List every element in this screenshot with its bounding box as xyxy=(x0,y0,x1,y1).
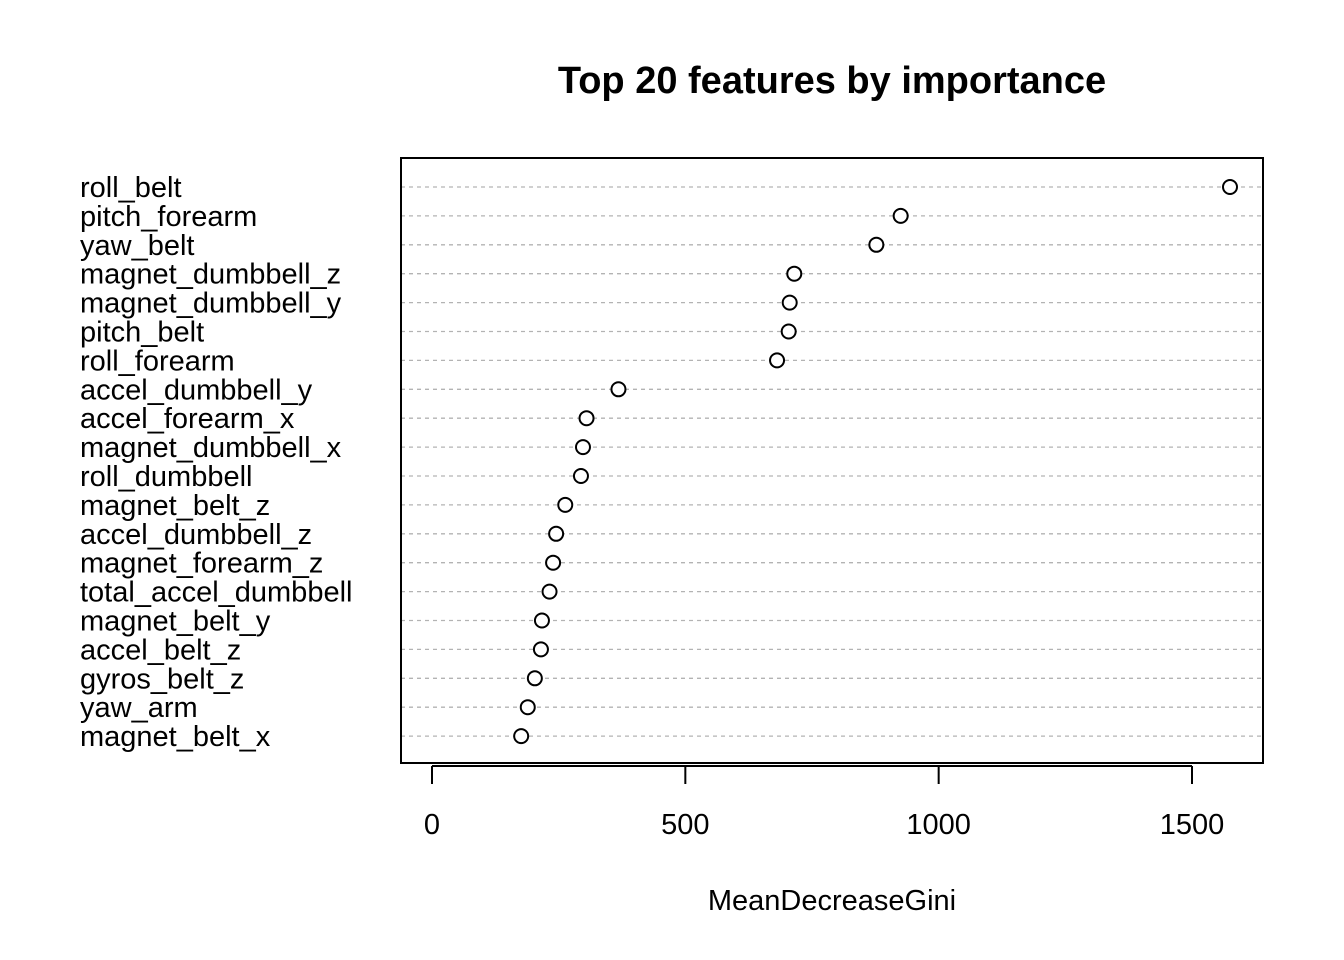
category-label: yaw_arm xyxy=(80,692,198,724)
data-point xyxy=(574,439,591,456)
category-label: accel_dumbbell_y xyxy=(80,374,313,406)
category-label: magnet_belt_x xyxy=(80,721,271,753)
data-point xyxy=(786,265,803,282)
category-label: accel_dumbbell_z xyxy=(80,519,312,551)
category-label: pitch_forearm xyxy=(80,201,257,233)
category-label: total_accel_dumbbell xyxy=(80,577,352,609)
category-label: accel_forearm_x xyxy=(80,403,295,435)
data-point xyxy=(781,294,798,311)
category-label: roll_belt xyxy=(80,172,182,204)
category-label: magnet_belt_z xyxy=(80,490,270,522)
category-label: magnet_dumbbell_z xyxy=(80,259,341,291)
gridlines xyxy=(401,186,1263,737)
data-point xyxy=(780,323,797,340)
category-labels: roll_beltpitch_forearmyaw_beltmagnet_dum… xyxy=(80,172,352,753)
data-point xyxy=(533,612,550,629)
data-point xyxy=(557,496,574,513)
x-axis: 0 500 1000 1500 xyxy=(424,765,1225,841)
data-point xyxy=(526,670,543,687)
x-tick-label: 500 xyxy=(661,809,709,841)
category-label: magnet_dumbbell_x xyxy=(80,432,342,464)
data-point xyxy=(892,207,909,224)
category-label: magnet_dumbbell_y xyxy=(80,288,342,320)
category-label: roll_dumbbell xyxy=(80,461,253,493)
data-point xyxy=(1222,179,1238,195)
x-axis-label: MeanDecreaseGini xyxy=(708,885,956,917)
category-label: accel_belt_z xyxy=(80,634,241,666)
plot-frame xyxy=(400,157,1264,764)
category-label: yaw_belt xyxy=(80,230,194,262)
category-label: gyros_belt_z xyxy=(80,663,244,695)
data-point xyxy=(541,583,558,600)
category-label: magnet_belt_y xyxy=(80,606,271,638)
x-tick-label: 1000 xyxy=(906,809,971,841)
category-label: pitch_belt xyxy=(80,317,204,349)
x-tick-label: 0 xyxy=(424,809,440,841)
category-label: roll_forearm xyxy=(80,345,235,377)
data-points xyxy=(513,179,1238,745)
data-point xyxy=(868,236,885,253)
x-tick-label: 1500 xyxy=(1160,809,1225,841)
chart-title: Top 20 features by importance xyxy=(558,60,1106,102)
data-point xyxy=(519,699,536,716)
data-point xyxy=(769,352,786,369)
data-point xyxy=(548,525,565,542)
data-point xyxy=(513,728,530,745)
category-label: magnet_forearm_z xyxy=(80,548,323,580)
data-point xyxy=(610,381,627,398)
data-point xyxy=(532,641,549,658)
data-point xyxy=(572,468,589,484)
data-point xyxy=(545,554,562,571)
data-point xyxy=(578,410,595,427)
